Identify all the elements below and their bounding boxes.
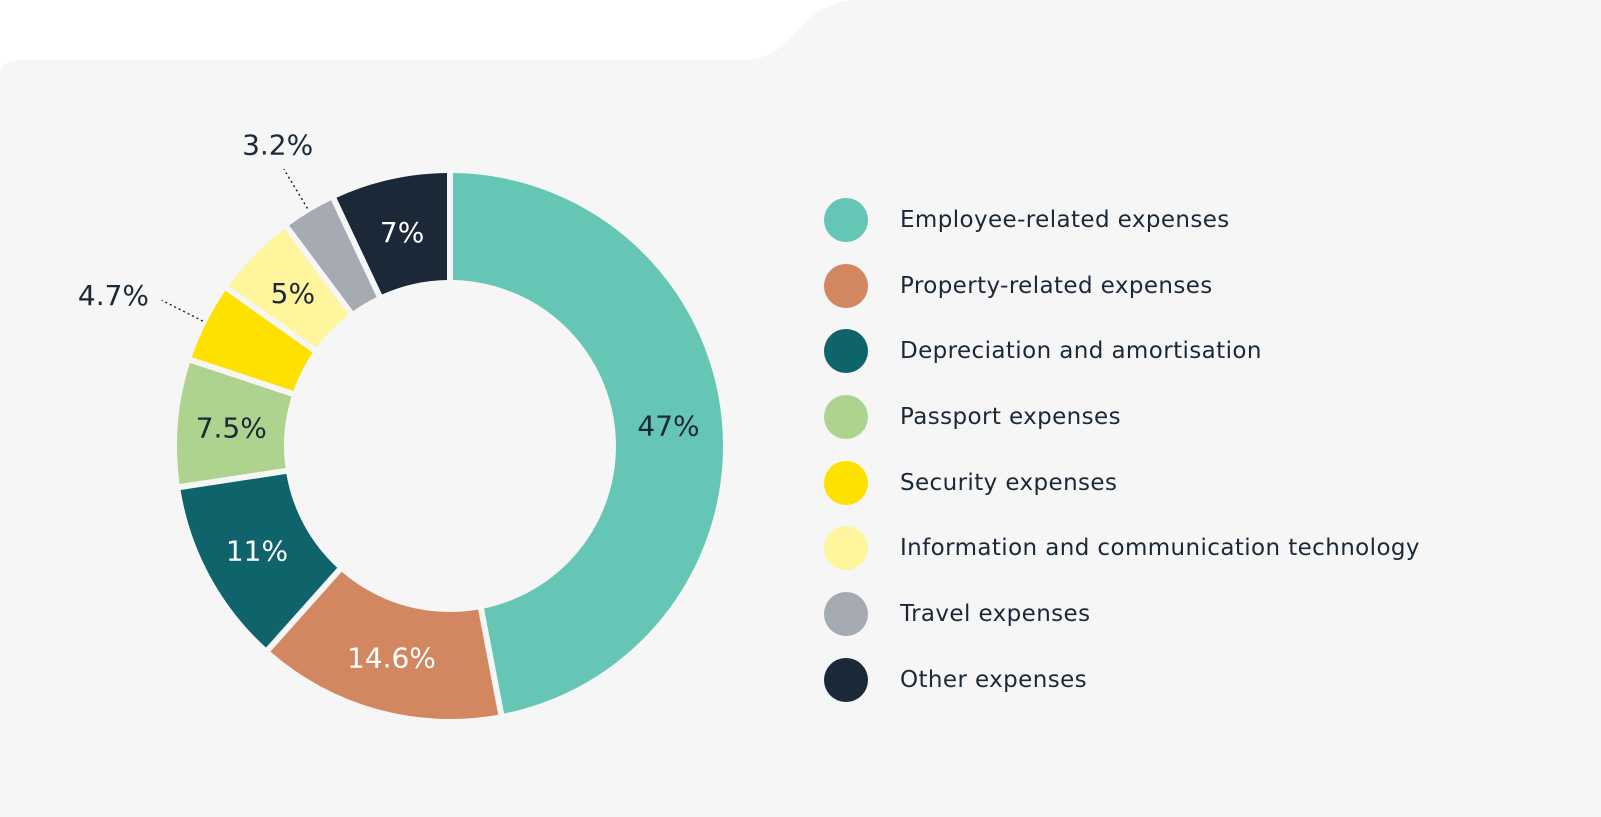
legend-swatch bbox=[824, 395, 868, 440]
slice-label-information-and-communication-technology: 5% bbox=[271, 277, 315, 310]
donut-slice-security-expenses bbox=[191, 290, 313, 391]
legend-swatch bbox=[824, 329, 868, 374]
legend-item-property-related-expenses: Property-related expenses bbox=[824, 263, 1420, 308]
slice-label-security-expenses: 4.7% bbox=[78, 279, 149, 312]
legend-label: Employee-related expenses bbox=[900, 207, 1230, 233]
legend-label: Information and communication technology bbox=[900, 535, 1420, 562]
legend-label: Other expenses bbox=[900, 666, 1088, 693]
donut-slice-information-and-communication-technology bbox=[228, 228, 349, 348]
legend-item-information-and-communication-technology: Information and communication technology bbox=[824, 526, 1420, 571]
slice-labels: 47% 14.6% 11% 7.5% 4.7% 5% 3.2% 7% bbox=[78, 129, 700, 675]
donut-slice-employee-related-expenses bbox=[452, 173, 724, 714]
donut-slice-other-expenses bbox=[336, 173, 448, 295]
legend-label: Passport expenses bbox=[900, 404, 1121, 431]
legend-swatch bbox=[824, 460, 868, 505]
slice-label-other-expenses: 7% bbox=[380, 216, 424, 249]
donut-slices bbox=[177, 173, 724, 719]
slice-label-depreciation-and-amortisation: 11% bbox=[226, 535, 288, 568]
donut-slice-passport-expenses bbox=[177, 362, 292, 485]
legend-swatch bbox=[824, 263, 868, 308]
legend: Employee-related expenses Property-relate… bbox=[824, 198, 1420, 724]
legend-item-depreciation-and-amortisation: Depreciation and amortisation bbox=[824, 329, 1420, 374]
legend-label: Travel expenses bbox=[900, 601, 1091, 628]
slice-label-passport-expenses: 7.5% bbox=[196, 411, 267, 444]
legend-label: Depreciation and amortisation bbox=[900, 338, 1262, 365]
legend-item-employee-related-expenses: Employee-related expenses bbox=[824, 198, 1420, 242]
legend-swatch bbox=[824, 526, 868, 571]
legend-label: Property-related expenses bbox=[900, 272, 1213, 299]
donut-slice-property-related-expenses bbox=[270, 571, 499, 719]
legend-item-travel-expenses: Travel expenses bbox=[824, 592, 1420, 637]
legend-swatch bbox=[824, 592, 868, 637]
legend-swatch bbox=[824, 198, 868, 242]
donut-slice-travel-expenses bbox=[289, 200, 377, 312]
slice-label-property-related-expenses: 14.6% bbox=[347, 642, 436, 675]
legend-swatch bbox=[824, 657, 868, 702]
slice-label-employee-related-expenses: 47% bbox=[637, 409, 699, 442]
donut-slice-depreciation-and-amortisation bbox=[180, 473, 338, 648]
legend-label: Security expenses bbox=[900, 469, 1118, 496]
slice-label-travel-expenses: 3.2% bbox=[242, 129, 313, 162]
legend-item-other-expenses: Other expenses bbox=[824, 657, 1420, 702]
legend-item-security-expenses: Security expenses bbox=[824, 460, 1420, 505]
legend-item-passport-expenses: Passport expenses bbox=[824, 395, 1420, 440]
